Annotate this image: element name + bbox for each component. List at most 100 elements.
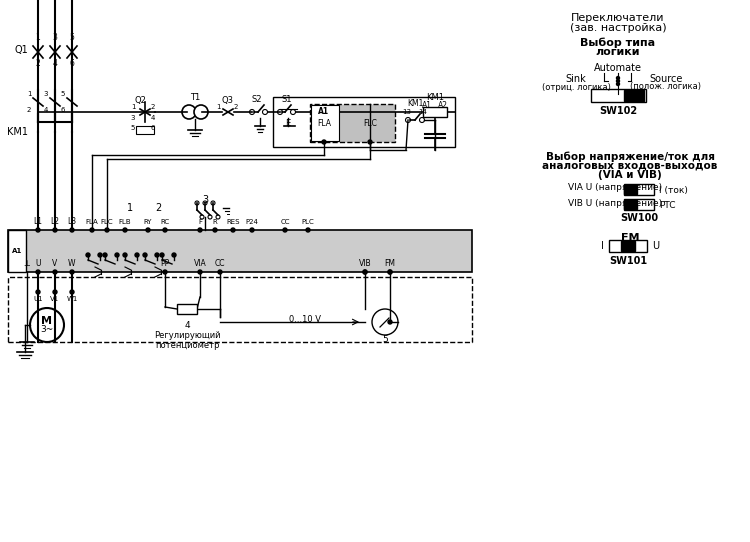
Circle shape	[36, 290, 40, 294]
Text: FLB: FLB	[118, 219, 131, 225]
Circle shape	[160, 253, 164, 257]
Text: L3: L3	[68, 217, 76, 227]
Text: R: R	[213, 219, 217, 225]
Text: Регулирующий: Регулирующий	[154, 332, 220, 340]
Text: 6: 6	[61, 107, 65, 113]
Circle shape	[36, 270, 40, 274]
Text: VIB U (напряжение): VIB U (напряжение)	[568, 198, 662, 208]
Text: Q2: Q2	[134, 95, 146, 105]
Text: 3: 3	[44, 91, 48, 97]
Circle shape	[616, 82, 620, 86]
Circle shape	[250, 228, 254, 232]
Circle shape	[182, 105, 196, 119]
Text: ⊥: ⊥	[24, 260, 30, 268]
Text: 5: 5	[382, 335, 388, 345]
Circle shape	[322, 140, 326, 144]
Text: Source: Source	[650, 74, 682, 84]
Text: SW102: SW102	[599, 106, 637, 116]
Text: Выбор типа: Выбор типа	[580, 38, 656, 48]
Circle shape	[231, 228, 235, 232]
Bar	[624, 90, 644, 101]
Circle shape	[218, 270, 222, 274]
Circle shape	[195, 201, 199, 205]
Text: (зав. настройка): (зав. настройка)	[570, 23, 666, 33]
Circle shape	[172, 253, 176, 257]
Circle shape	[194, 105, 208, 119]
Circle shape	[278, 109, 283, 114]
Text: U: U	[35, 260, 40, 268]
Circle shape	[616, 76, 620, 80]
Circle shape	[419, 118, 424, 122]
Circle shape	[198, 228, 202, 232]
Text: 6: 6	[70, 60, 74, 68]
Circle shape	[216, 215, 220, 219]
Circle shape	[70, 270, 74, 274]
Bar	[591, 89, 646, 102]
Circle shape	[86, 253, 90, 257]
Text: 6: 6	[151, 125, 155, 131]
Circle shape	[388, 320, 392, 324]
Text: CC: CC	[280, 219, 290, 225]
Text: KM1: KM1	[406, 100, 423, 108]
Text: FLC: FLC	[363, 119, 377, 128]
Text: V1: V1	[50, 296, 60, 302]
Bar	[624, 200, 637, 209]
Circle shape	[198, 270, 202, 274]
Text: U1: U1	[33, 296, 43, 302]
Circle shape	[143, 253, 147, 257]
Text: L1: L1	[34, 217, 43, 227]
Text: T1: T1	[190, 94, 200, 102]
Text: 1: 1	[127, 203, 133, 213]
Text: A1: A1	[422, 100, 432, 109]
Circle shape	[372, 309, 398, 335]
Circle shape	[155, 253, 159, 257]
Circle shape	[306, 228, 310, 232]
Text: SW100: SW100	[620, 213, 658, 223]
Circle shape	[213, 228, 217, 232]
Text: S2: S2	[252, 94, 262, 104]
Circle shape	[368, 140, 372, 144]
Circle shape	[90, 228, 94, 232]
Circle shape	[388, 270, 392, 274]
Circle shape	[203, 201, 207, 205]
Bar	[273, 97, 455, 147]
Text: 13: 13	[403, 109, 412, 115]
Circle shape	[53, 290, 57, 294]
Text: 5: 5	[70, 34, 74, 42]
Text: 5: 5	[61, 91, 65, 97]
Bar	[8, 277, 472, 342]
Text: 4: 4	[184, 321, 190, 331]
Text: KM1: KM1	[426, 94, 444, 102]
Circle shape	[163, 228, 167, 232]
Text: S1: S1	[282, 94, 292, 104]
Circle shape	[30, 308, 64, 342]
Bar	[624, 184, 654, 195]
Text: VIA: VIA	[194, 260, 206, 268]
Text: (полож. логика): (полож. логика)	[631, 82, 701, 92]
Text: 1: 1	[36, 34, 40, 42]
Circle shape	[135, 253, 139, 257]
Text: SW101: SW101	[609, 256, 647, 266]
Circle shape	[250, 109, 254, 114]
Circle shape	[70, 290, 74, 294]
Text: Automate: Automate	[594, 63, 642, 73]
Text: FLA: FLA	[317, 119, 331, 128]
Circle shape	[388, 270, 392, 274]
Text: RY: RY	[144, 219, 152, 225]
Text: Q1: Q1	[14, 45, 28, 55]
Text: 14: 14	[419, 109, 428, 115]
Bar	[311, 105, 339, 141]
Circle shape	[208, 215, 212, 219]
Text: 1: 1	[130, 104, 135, 110]
Text: M: M	[41, 316, 53, 326]
Text: 4: 4	[151, 115, 155, 121]
Text: 1: 1	[27, 91, 32, 97]
Text: 2: 2	[154, 203, 161, 213]
Text: 4: 4	[53, 60, 58, 68]
Text: 5: 5	[130, 125, 135, 131]
Text: L2: L2	[50, 217, 59, 227]
Bar	[423, 107, 447, 117]
Text: A2: A2	[438, 100, 448, 109]
Text: 2: 2	[36, 60, 40, 68]
Circle shape	[115, 253, 119, 257]
